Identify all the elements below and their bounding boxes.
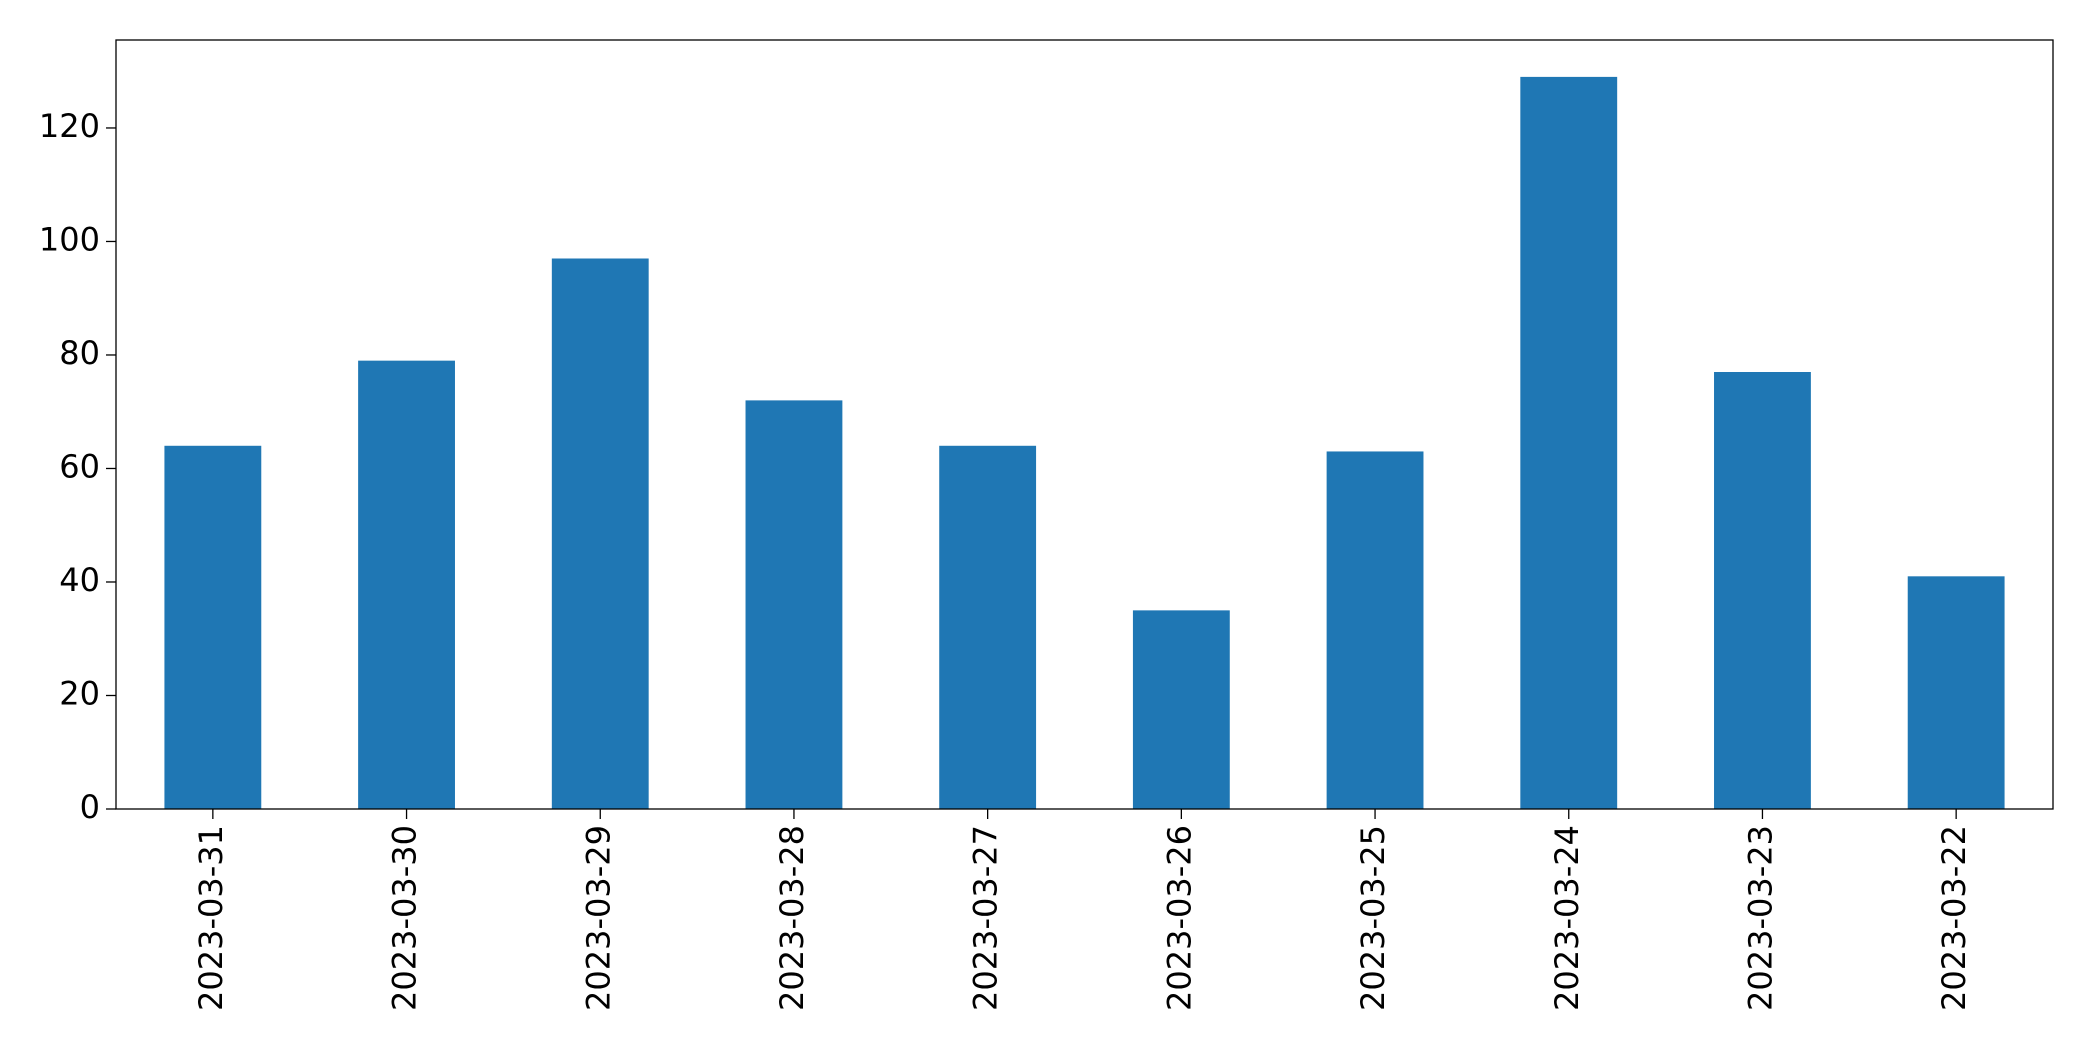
x-tick-label: 2023-03-26 — [1160, 825, 1198, 1011]
x-tick-label: 2023-03-31 — [192, 825, 230, 1011]
bar — [745, 400, 843, 809]
y-tick-label: 20 — [59, 674, 100, 712]
bar — [1907, 576, 2005, 809]
y-tick-label: 100 — [39, 220, 100, 258]
bar — [551, 258, 649, 809]
plot-frame — [115, 39, 2054, 810]
bar — [939, 445, 1037, 809]
bar — [1326, 451, 1424, 809]
bar — [1520, 76, 1618, 810]
x-tick-label: 2023-03-29 — [579, 825, 617, 1011]
x-tick-label: 2023-03-28 — [773, 825, 811, 1011]
x-tick-label: 2023-03-24 — [1548, 825, 1586, 1011]
x-tick-label: 2023-03-22 — [1935, 825, 1973, 1011]
bar — [1132, 610, 1230, 809]
y-tick-label: 40 — [59, 561, 100, 599]
x-tick-label: 2023-03-23 — [1741, 825, 1779, 1011]
bar — [164, 445, 262, 809]
y-tick-label: 0 — [80, 788, 100, 826]
x-tick-label: 2023-03-30 — [386, 825, 424, 1011]
y-tick-label: 120 — [39, 107, 100, 145]
bar — [358, 360, 455, 809]
y-tick-label: 80 — [59, 334, 100, 372]
x-tick-label: 2023-03-25 — [1354, 825, 1392, 1011]
y-tick-label: 60 — [59, 447, 100, 485]
bar — [1714, 372, 1811, 809]
x-tick-label: 2023-03-27 — [967, 825, 1005, 1011]
